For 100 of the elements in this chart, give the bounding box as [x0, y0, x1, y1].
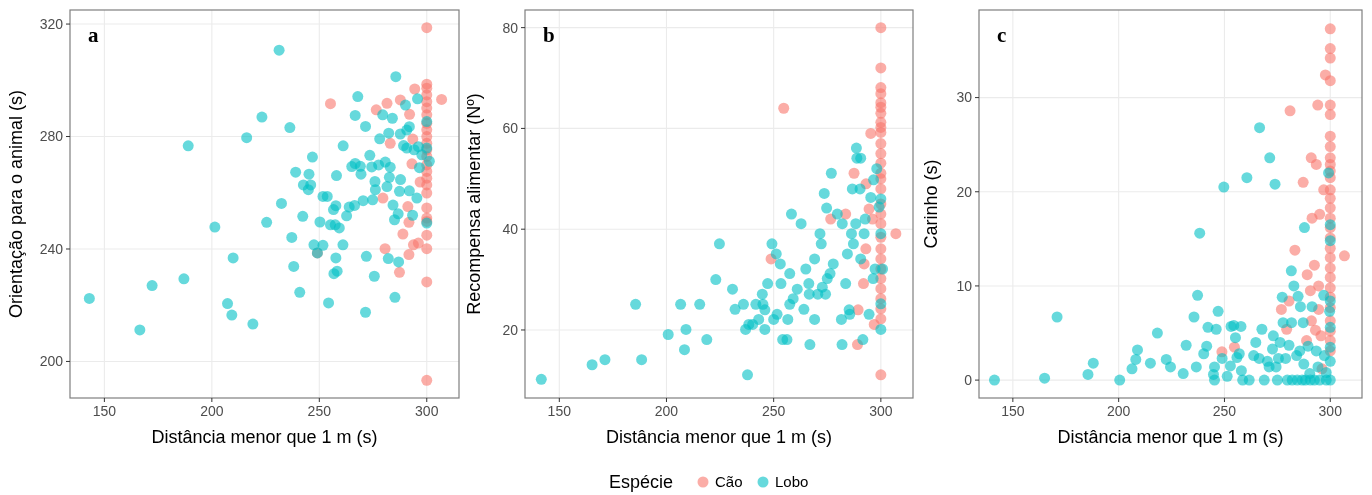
point	[421, 276, 433, 288]
point	[875, 62, 887, 74]
y-tick-label: 30	[956, 89, 973, 106]
point	[1312, 99, 1324, 111]
x-axis-title: Distância menor que 1 m (s)	[151, 427, 378, 447]
point	[421, 243, 433, 255]
point	[1324, 99, 1336, 111]
y-tick-label: 280	[39, 128, 64, 145]
point	[1313, 280, 1325, 292]
point	[863, 203, 875, 215]
point	[1301, 269, 1313, 281]
x-tick-label: 250	[761, 403, 786, 419]
point	[875, 283, 887, 295]
y-tick-label: 60	[502, 120, 519, 137]
point	[1324, 130, 1336, 142]
point	[1308, 259, 1320, 271]
point	[875, 22, 887, 34]
point	[875, 243, 887, 255]
text: a	[88, 23, 99, 47]
point	[1324, 43, 1336, 55]
y-tick-label: 80	[502, 19, 519, 36]
point	[875, 183, 887, 195]
x-tick-label: 300	[869, 403, 893, 419]
x-tick-label: 150	[92, 403, 117, 419]
point	[1314, 208, 1326, 220]
y-tick-label: 20	[956, 183, 973, 200]
point	[1324, 23, 1336, 35]
x-tick-label: 250	[1212, 403, 1237, 419]
point	[865, 127, 877, 139]
x-tick-label: 200	[654, 403, 679, 419]
y-tick-label: 200	[39, 353, 64, 370]
point	[1324, 202, 1336, 214]
point	[1275, 303, 1287, 315]
point	[848, 167, 860, 179]
x-tick-label: 200	[200, 403, 224, 419]
legend-label: Cão	[715, 473, 743, 491]
point	[1310, 158, 1322, 170]
point	[1297, 176, 1309, 188]
y-tick-label: 20	[502, 321, 519, 338]
point	[397, 228, 409, 240]
point	[778, 102, 790, 114]
point	[1324, 75, 1336, 87]
point	[875, 253, 887, 265]
point	[379, 243, 391, 255]
point	[377, 192, 389, 204]
legend-title: Espécie	[609, 472, 674, 493]
point	[1304, 285, 1316, 297]
point	[875, 218, 887, 230]
x-tick-label: 250	[307, 403, 332, 419]
point	[412, 237, 424, 249]
point	[1284, 105, 1296, 117]
y-axis-title: Recompensa alimentar (Nº)	[464, 93, 484, 315]
point	[409, 83, 421, 95]
point	[857, 278, 869, 290]
point	[890, 228, 902, 240]
point	[875, 313, 887, 325]
y-axis-title: Carinho (s)	[921, 159, 941, 249]
x-tick-label: 300	[415, 403, 439, 419]
point	[436, 93, 448, 105]
point	[1289, 244, 1301, 256]
point	[1324, 271, 1336, 283]
point	[875, 369, 887, 381]
x-tick-label: 200	[1106, 403, 1131, 419]
legend-label: Lobo	[775, 473, 809, 491]
point	[1315, 330, 1327, 342]
y-axis-title: Orientação para o animal (s)	[6, 89, 26, 319]
text: c	[997, 23, 1007, 47]
point	[403, 249, 415, 261]
y-tick-label: 320	[39, 15, 64, 32]
point	[384, 137, 396, 149]
point	[421, 374, 433, 386]
point	[1338, 250, 1350, 262]
x-axis-title: Distância menor que 1 m (s)	[605, 427, 833, 447]
point	[421, 22, 433, 34]
point	[1324, 192, 1336, 204]
point	[1324, 52, 1336, 64]
x-tick-label: 150	[1001, 403, 1025, 419]
point	[381, 97, 393, 109]
point	[875, 126, 887, 138]
point	[421, 187, 433, 199]
x-tick-label: 300	[1318, 403, 1343, 419]
point	[860, 243, 872, 255]
y-tick-label: 10	[956, 277, 973, 294]
x-tick-label: 150	[547, 403, 572, 419]
x-axis-title: Distância menor que 1 m (s)	[1057, 427, 1284, 447]
point	[421, 202, 433, 214]
y-tick-label: 240	[39, 240, 64, 257]
point	[402, 201, 414, 213]
y-tick-label: 0	[964, 372, 973, 389]
point	[404, 108, 416, 120]
point	[1324, 109, 1336, 121]
point	[421, 229, 433, 241]
point	[875, 148, 887, 160]
y-tick-label: 40	[502, 221, 519, 238]
point	[1324, 141, 1336, 153]
point	[875, 138, 887, 150]
text: b	[543, 23, 555, 47]
point	[393, 266, 405, 278]
point	[324, 98, 336, 110]
point	[1324, 252, 1336, 264]
